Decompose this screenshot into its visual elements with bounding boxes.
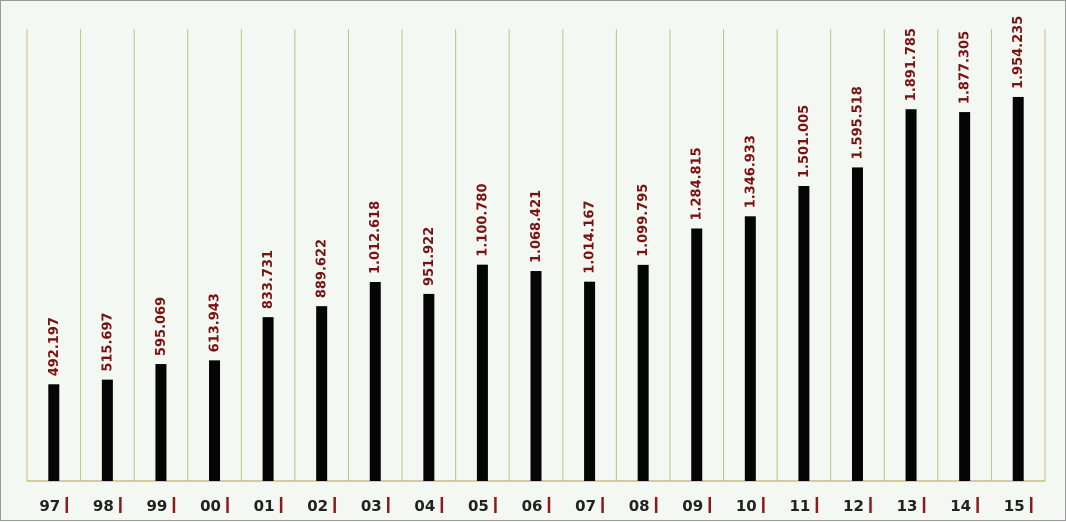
- bar-12: [851, 167, 863, 481]
- x-tick-label-07: 07: [575, 497, 596, 515]
- x-tick-label-01: 01: [254, 497, 275, 515]
- bar-13: [905, 109, 917, 482]
- x-tick-label-98: 98: [93, 497, 114, 515]
- bar-09: [691, 228, 703, 481]
- bar-07: [584, 281, 596, 481]
- bar-04: [423, 293, 435, 481]
- bar-02: [316, 306, 328, 481]
- x-tick-label-03: 03: [361, 497, 382, 515]
- data-label-98: 515.697: [100, 312, 115, 371]
- bar-08: [637, 264, 649, 481]
- data-label-07: 1.014.167: [583, 200, 598, 273]
- bar-98: [101, 379, 113, 481]
- bar-00: [209, 360, 221, 481]
- data-label-14: 1.877.305: [958, 31, 973, 104]
- x-tick-label-02: 02: [307, 497, 328, 515]
- category-labels: 97 98 99 00 01 02 03 04 05 06 07 08 09 10 11 12 13 14 15: [39, 497, 1033, 515]
- data-label-15: 1.954.235: [1011, 16, 1026, 89]
- data-label-12: 1.595.518: [850, 86, 865, 159]
- x-tick-label-05: 05: [468, 497, 489, 515]
- data-label-11: 1.501.005: [797, 105, 812, 178]
- x-tick-label-99: 99: [147, 497, 168, 515]
- bar-06: [530, 271, 542, 481]
- x-tick-label-11: 11: [789, 497, 810, 515]
- x-tick-label-00: 00: [200, 497, 221, 515]
- data-label-04: 951.922: [422, 227, 437, 286]
- data-label-03: 1.012.618: [368, 201, 383, 274]
- x-tick-label-04: 04: [414, 497, 435, 515]
- data-label-09: 1.284.815: [690, 147, 705, 220]
- data-label-05: 1.100.780: [475, 183, 490, 256]
- data-label-10: 1.346.933: [743, 135, 758, 208]
- data-label-13: 1.891.785: [904, 28, 919, 101]
- bar-05: [476, 264, 488, 481]
- x-tick-label-13: 13: [897, 497, 918, 515]
- x-tick-label-14: 14: [950, 497, 971, 515]
- data-label-99: 595.069: [154, 297, 169, 356]
- x-tick-label-10: 10: [736, 497, 757, 515]
- x-tick-label-06: 06: [522, 497, 543, 515]
- data-label-02: 889.622: [315, 239, 330, 298]
- bar-15: [1012, 96, 1024, 481]
- bar-99: [155, 364, 167, 481]
- bar-14: [959, 112, 971, 481]
- value-labels: 492.197 515.697 595.069 613.943 833.731 889.6…: [47, 16, 1026, 377]
- grid-lines: [26, 29, 1046, 482]
- bar-97: [48, 384, 60, 481]
- data-label-00: 613.943: [208, 293, 223, 352]
- bar-10: [744, 216, 756, 481]
- data-label-06: 1.068.421: [529, 190, 544, 263]
- bar-11: [798, 186, 810, 481]
- data-label-97: 492.197: [47, 317, 62, 376]
- data-label-01: 833.731: [261, 250, 276, 309]
- bars: [48, 96, 1024, 482]
- x-tick-label-97: 97: [39, 497, 60, 515]
- x-tick-label-08: 08: [629, 497, 650, 515]
- x-tick-label-15: 15: [1004, 497, 1025, 515]
- bar-01: [262, 317, 274, 481]
- bar-03: [369, 281, 381, 481]
- data-label-08: 1.099.795: [636, 184, 651, 257]
- x-tick-label-09: 09: [682, 497, 703, 515]
- x-tick-label-12: 12: [843, 497, 864, 515]
